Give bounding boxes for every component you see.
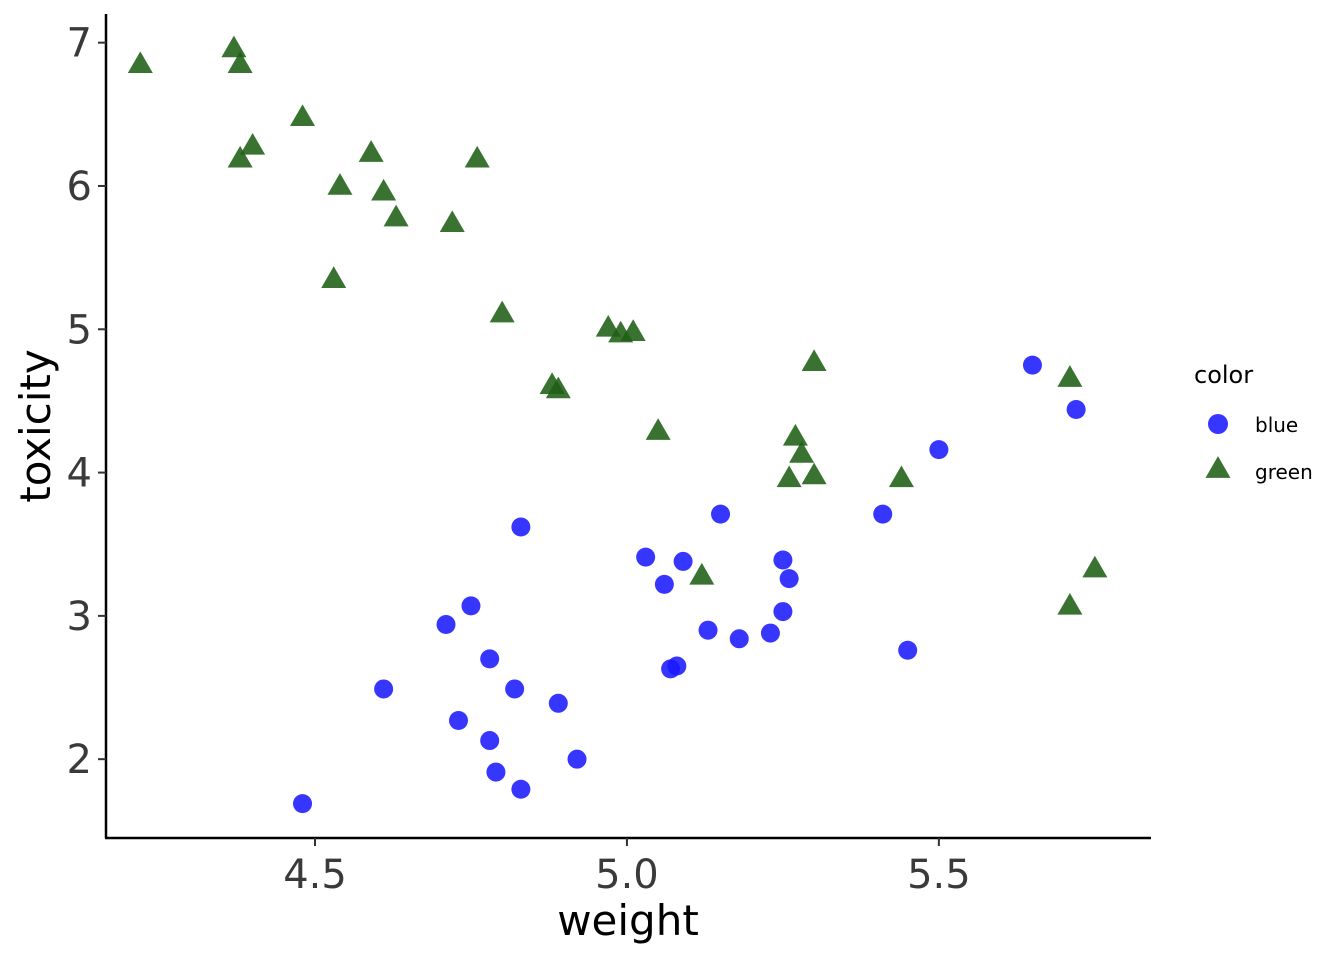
legend: color blue green xyxy=(1194,361,1313,484)
point-green-27 xyxy=(1057,365,1083,387)
point-green-26 xyxy=(888,465,914,488)
point-green-3 xyxy=(227,145,253,168)
point-blue-6 xyxy=(480,731,500,751)
y-tick-label: 7 xyxy=(67,21,92,67)
point-blue-27 xyxy=(929,440,949,460)
point-blue-12 xyxy=(567,749,587,769)
point-blue-2 xyxy=(436,614,456,634)
point-blue-19 xyxy=(711,504,731,524)
point-green-11 xyxy=(439,210,465,233)
point-green-22 xyxy=(782,423,808,446)
point-blue-5 xyxy=(480,649,500,669)
legend-key-blue xyxy=(1208,414,1228,434)
y-axis-title: toxicity xyxy=(11,349,60,502)
point-green-28 xyxy=(1057,593,1083,615)
point-blue-4 xyxy=(461,596,481,616)
point-blue-9 xyxy=(511,779,531,799)
point-green-12 xyxy=(464,145,490,168)
legend-label-green: green xyxy=(1255,460,1313,484)
point-blue-28 xyxy=(1022,355,1042,375)
y-tick-label: 6 xyxy=(67,164,92,210)
point-blue-13 xyxy=(636,547,656,567)
point-green-24 xyxy=(801,349,827,372)
point-green-29 xyxy=(1082,555,1108,578)
point-blue-29 xyxy=(1066,400,1086,420)
point-blue-25 xyxy=(873,504,893,524)
point-green-7 xyxy=(327,173,353,195)
ticks-layer: 4.5 5.0 5.5 2 3 4 5 6 7 xyxy=(67,21,971,898)
point-green-10 xyxy=(383,204,409,227)
point-blue-17 xyxy=(673,551,693,571)
x-axis-title: weight xyxy=(557,896,699,945)
point-blue-22 xyxy=(773,550,793,570)
point-blue-1 xyxy=(374,679,394,699)
point-green-19 xyxy=(645,418,671,440)
point-green-16 xyxy=(595,315,621,337)
point-blue-21 xyxy=(760,623,780,643)
point-green-13 xyxy=(489,300,515,323)
points-layer xyxy=(127,35,1108,814)
y-tick-label: 5 xyxy=(67,307,92,353)
point-green-21 xyxy=(776,465,802,488)
point-blue-14 xyxy=(654,574,674,594)
point-green-15 xyxy=(545,376,571,399)
point-green-5 xyxy=(290,104,316,127)
legend-key-green xyxy=(1205,456,1231,478)
x-tick-label: 4.5 xyxy=(283,852,347,898)
point-green-2 xyxy=(227,51,253,73)
x-tick-label: 5.0 xyxy=(595,852,659,898)
point-green-9 xyxy=(371,178,397,201)
point-green-4 xyxy=(240,133,266,155)
point-green-0 xyxy=(127,51,153,73)
point-blue-16 xyxy=(667,656,687,676)
point-blue-8 xyxy=(505,679,525,699)
y-tick-label: 2 xyxy=(67,737,92,783)
point-blue-0 xyxy=(293,794,313,814)
x-tick-label: 5.5 xyxy=(907,852,971,898)
point-green-18 xyxy=(620,319,646,341)
point-green-1 xyxy=(221,35,247,58)
point-blue-7 xyxy=(486,762,506,782)
point-green-6 xyxy=(321,266,347,288)
legend-title: color xyxy=(1194,361,1253,389)
point-blue-26 xyxy=(898,640,918,660)
point-green-25 xyxy=(801,462,827,485)
point-blue-11 xyxy=(548,693,568,713)
point-blue-24 xyxy=(779,569,799,589)
y-tick-label: 3 xyxy=(67,594,92,640)
point-green-20 xyxy=(689,562,715,585)
point-green-23 xyxy=(789,441,815,463)
y-tick-label: 4 xyxy=(67,451,92,497)
point-blue-18 xyxy=(698,620,718,640)
point-blue-3 xyxy=(448,710,468,730)
point-green-8 xyxy=(358,140,384,162)
point-blue-23 xyxy=(773,602,793,622)
legend-label-blue: blue xyxy=(1255,413,1298,437)
point-blue-10 xyxy=(511,517,531,537)
point-blue-20 xyxy=(729,629,749,649)
